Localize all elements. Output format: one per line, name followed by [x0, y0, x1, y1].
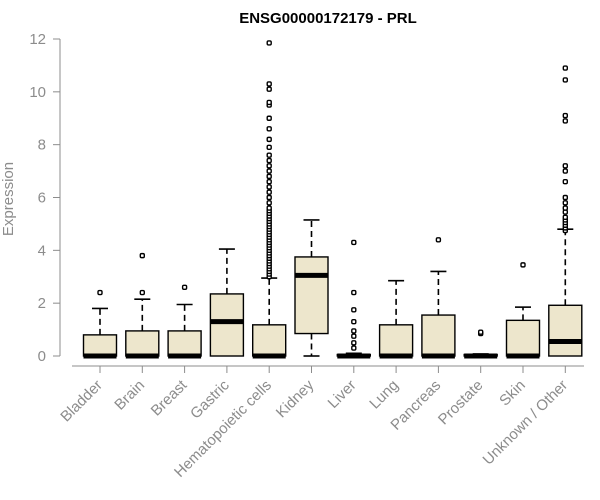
outlier-point [562, 214, 568, 221]
chart-title: ENSG00000172179 - PRL [239, 10, 417, 27]
x-tick-label: Skin [496, 377, 529, 410]
outlier-point [562, 194, 568, 201]
outlier-point [266, 194, 272, 201]
outlier-point [139, 252, 146, 259]
y-tick-label: 2 [38, 295, 46, 312]
outlier-point [478, 329, 484, 335]
outlier-point [266, 205, 272, 211]
outlier-point [266, 163, 272, 169]
box-hematopoietic-cells [251, 40, 287, 359]
box-prostate [463, 329, 498, 359]
y-tick-label: 4 [38, 242, 46, 259]
outlier-point [351, 239, 357, 246]
outlier-point [266, 189, 272, 195]
outlier-point [266, 168, 272, 174]
y-axis-ticks: 0 2 4 6 8 10 12 [29, 31, 60, 365]
box-brain [125, 252, 160, 359]
y-tick-label: 8 [38, 137, 46, 154]
x-tick-label: Lung [366, 377, 402, 413]
boxplots [82, 40, 583, 359]
outlier-point [562, 163, 568, 169]
y-tick-label: 12 [29, 31, 46, 48]
box-breast [167, 284, 202, 359]
box-iqr [421, 314, 456, 357]
y-tick-label: 0 [38, 348, 46, 365]
outlier-point [181, 284, 188, 291]
y-tick-label: 6 [38, 190, 46, 207]
outlier-point [562, 65, 568, 71]
outlier-point [562, 205, 568, 211]
outlier-point [139, 289, 146, 296]
x-tick-label: Brain [111, 377, 148, 414]
outlier-point [266, 200, 272, 206]
box-kidney [294, 219, 329, 357]
box-pancreas [421, 237, 456, 359]
box-iqr [82, 334, 118, 357]
outlier-point [351, 307, 357, 313]
outlier-point [562, 200, 568, 206]
box-iqr [125, 330, 160, 357]
outlier-point [266, 99, 272, 106]
box-iqr [251, 324, 287, 357]
outlier-point [266, 40, 272, 46]
outlier-point [266, 178, 272, 185]
outlier-point [562, 77, 568, 83]
x-tick-label: Liver [325, 377, 360, 412]
outlier-point [562, 178, 568, 185]
box-iqr [378, 324, 414, 357]
outlier-point [435, 237, 442, 243]
outlier-point [266, 81, 272, 87]
box-bladder [82, 289, 118, 359]
outlier-point [266, 126, 272, 132]
y-tick-label: 10 [29, 84, 46, 101]
outlier-point [266, 86, 272, 92]
outlier-point [266, 136, 272, 143]
box-gastric [209, 248, 245, 357]
box-lung [378, 279, 414, 359]
outlier-point [351, 333, 357, 339]
outlier-point [266, 157, 272, 164]
outlier-point [266, 152, 272, 158]
outlier-point [266, 115, 272, 121]
outlier-point [351, 289, 357, 296]
outlier-point [351, 318, 357, 325]
outlier-point [562, 168, 568, 174]
x-tick-label: Kidney [273, 376, 318, 421]
box-iqr [167, 330, 202, 357]
outlier-point [562, 118, 568, 124]
outlier-point [351, 328, 357, 334]
x-tick-label: Prostate [435, 377, 487, 429]
outlier-point [351, 345, 357, 351]
outlier-point [266, 173, 272, 180]
x-tick-label: Breast [148, 376, 191, 419]
box-iqr [548, 304, 583, 357]
outlier-point [351, 340, 357, 346]
box-iqr [294, 256, 329, 335]
outlier-point [266, 144, 272, 151]
box-iqr [505, 319, 541, 357]
outlier-point [520, 262, 526, 268]
box-skin [505, 262, 541, 359]
y-axis-label: Expression [0, 162, 17, 236]
outlier-point [97, 289, 103, 296]
box-liver [336, 239, 371, 359]
outlier-point [266, 184, 272, 190]
x-tick-label: Bladder [57, 377, 106, 426]
box-unknown-other [548, 65, 583, 357]
box-iqr [209, 293, 245, 357]
outlier-point [562, 112, 568, 119]
